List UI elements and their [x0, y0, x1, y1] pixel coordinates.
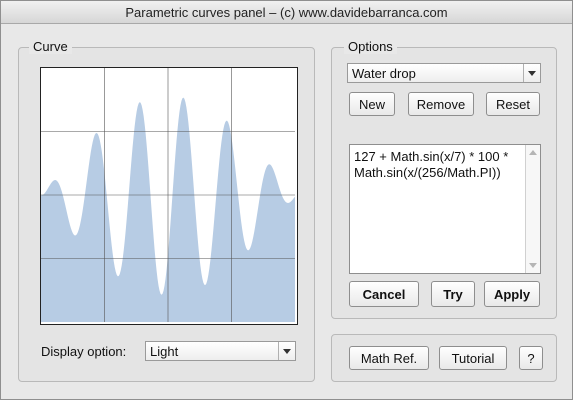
- curve-grid: [41, 68, 295, 322]
- apply-button[interactable]: Apply: [484, 281, 540, 307]
- window-title: Parametric curves panel – (c) www.davide…: [125, 4, 448, 20]
- help-button[interactable]: ?: [519, 346, 543, 370]
- title-bar: Parametric curves panel – (c) www.davide…: [1, 1, 572, 24]
- options-group: Options Water drop New Remove Reset 127 …: [331, 39, 557, 319]
- curve-legend: Curve: [29, 39, 72, 54]
- expression-scrollbar[interactable]: [525, 145, 540, 273]
- options-legend: Options: [344, 39, 397, 54]
- help-group: Math Ref. Tutorial ?: [331, 334, 557, 382]
- preset-select[interactable]: Water drop: [347, 63, 541, 83]
- display-option-value: Light: [150, 343, 179, 359]
- display-option-select[interactable]: Light: [145, 341, 296, 361]
- reset-button[interactable]: Reset: [486, 92, 540, 116]
- expression-textarea[interactable]: 127 + Math.sin(x/7) * 100 * Math.sin(x/(…: [349, 144, 541, 274]
- new-button[interactable]: New: [349, 92, 395, 116]
- tutorial-button[interactable]: Tutorial: [439, 346, 507, 370]
- curve-plot: [41, 68, 295, 322]
- display-option-label: Display option:: [41, 344, 127, 359]
- curve-group: Curve Display option: Light: [18, 39, 315, 382]
- scroll-down-icon[interactable]: [529, 263, 537, 268]
- expression-text[interactable]: 127 + Math.sin(x/7) * 100 * Math.sin(x/(…: [354, 149, 509, 180]
- math-ref-button[interactable]: Math Ref.: [349, 346, 429, 370]
- scroll-up-icon[interactable]: [529, 150, 537, 155]
- preset-value: Water drop: [352, 65, 416, 81]
- chevron-down-icon[interactable]: [523, 64, 540, 82]
- try-button[interactable]: Try: [431, 281, 475, 307]
- chevron-down-icon[interactable]: [278, 342, 295, 360]
- curve-preview: [40, 67, 298, 325]
- cancel-button[interactable]: Cancel: [349, 281, 419, 307]
- remove-button[interactable]: Remove: [408, 92, 474, 116]
